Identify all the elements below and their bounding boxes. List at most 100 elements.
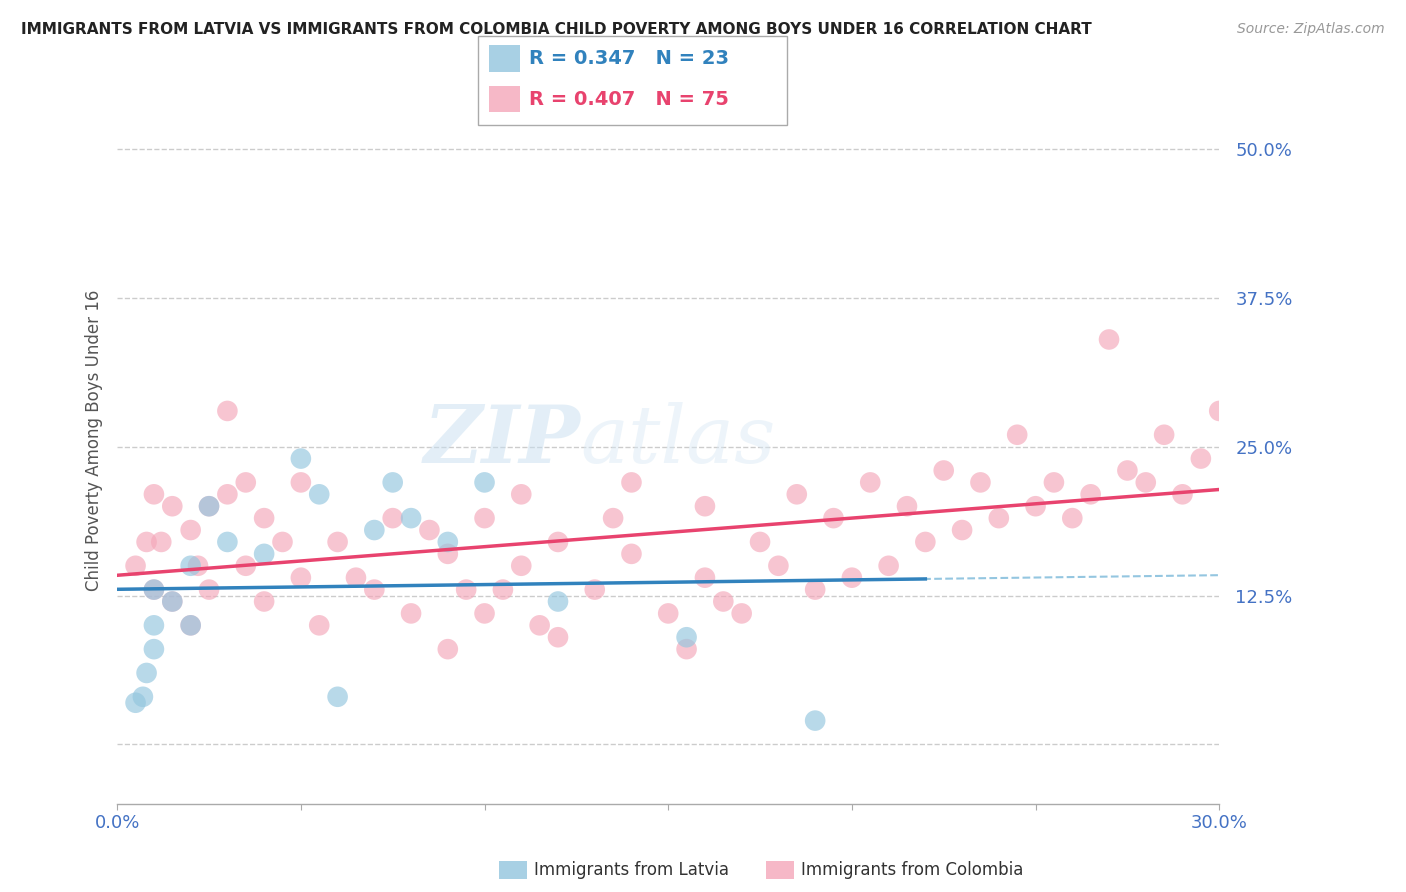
Point [583, 582, 606, 597]
Point [198, 582, 221, 597]
Point [602, 511, 624, 525]
Text: R = 0.407   N = 75: R = 0.407 N = 75 [529, 89, 728, 109]
Point [1043, 475, 1066, 490]
Point [135, 535, 157, 549]
Point [987, 511, 1010, 525]
Point [675, 642, 697, 657]
Point [932, 463, 955, 477]
Point [253, 511, 276, 525]
Text: Immigrants from Colombia: Immigrants from Colombia [801, 861, 1024, 879]
Point [1005, 427, 1028, 442]
Point [620, 475, 643, 490]
Point [1116, 463, 1139, 477]
Point [363, 582, 385, 597]
Point [675, 630, 697, 644]
Point [418, 523, 440, 537]
Point [547, 535, 569, 549]
Text: Immigrants from Latvia: Immigrants from Latvia [534, 861, 730, 879]
Point [162, 594, 184, 608]
Point [896, 500, 918, 514]
Point [142, 487, 165, 501]
Point [399, 511, 422, 525]
Point [804, 714, 827, 728]
Point [510, 487, 533, 501]
Point [823, 511, 845, 525]
Point [124, 696, 146, 710]
Point [290, 475, 312, 490]
Point [253, 594, 276, 608]
Point [135, 665, 157, 680]
Point [180, 618, 202, 632]
Point [162, 594, 184, 608]
Point [142, 582, 165, 597]
Point [344, 571, 367, 585]
Point [142, 618, 165, 632]
Point [217, 404, 239, 418]
Point [474, 607, 496, 621]
Point [1098, 333, 1121, 347]
Point [950, 523, 973, 537]
Point [1208, 404, 1230, 418]
Point [711, 594, 734, 608]
Point [877, 558, 900, 573]
Point [492, 582, 515, 597]
Point [474, 475, 496, 490]
Point [1189, 451, 1212, 466]
Y-axis label: Child Poverty Among Boys Under 16: Child Poverty Among Boys Under 16 [86, 290, 103, 591]
Point [859, 475, 882, 490]
Point [381, 511, 404, 525]
Point [235, 475, 257, 490]
Point [693, 571, 716, 585]
Text: R = 0.347   N = 23: R = 0.347 N = 23 [529, 49, 728, 69]
Point [142, 582, 165, 597]
Point [235, 558, 257, 573]
Point [657, 607, 679, 621]
Point [271, 535, 294, 549]
Point [749, 535, 772, 549]
Point [693, 500, 716, 514]
Point [124, 558, 146, 573]
Point [620, 547, 643, 561]
Point [290, 451, 312, 466]
Point [456, 582, 478, 597]
Point [253, 547, 276, 561]
Point [804, 582, 827, 597]
Point [150, 535, 173, 549]
Point [198, 500, 221, 514]
Point [510, 558, 533, 573]
Point [768, 558, 790, 573]
Point [914, 535, 936, 549]
Point [162, 500, 184, 514]
Point [381, 475, 404, 490]
Text: atlas: atlas [581, 402, 776, 480]
Point [436, 535, 458, 549]
Point [786, 487, 808, 501]
Point [969, 475, 991, 490]
Point [529, 618, 551, 632]
Point [1153, 427, 1175, 442]
Point [217, 535, 239, 549]
Point [142, 642, 165, 657]
Point [198, 500, 221, 514]
Point [474, 511, 496, 525]
Text: Source: ZipAtlas.com: Source: ZipAtlas.com [1237, 22, 1385, 37]
Point [217, 487, 239, 501]
Point [841, 571, 863, 585]
Point [1062, 511, 1084, 525]
Point [180, 618, 202, 632]
Point [308, 487, 330, 501]
Point [1080, 487, 1102, 501]
Point [547, 630, 569, 644]
Point [399, 607, 422, 621]
Point [731, 607, 754, 621]
Point [436, 642, 458, 657]
Text: ZIP: ZIP [423, 402, 581, 480]
Point [1025, 500, 1047, 514]
Point [308, 618, 330, 632]
Point [326, 535, 349, 549]
Point [547, 594, 569, 608]
Point [180, 523, 202, 537]
Point [290, 571, 312, 585]
Point [132, 690, 155, 704]
Point [187, 558, 209, 573]
